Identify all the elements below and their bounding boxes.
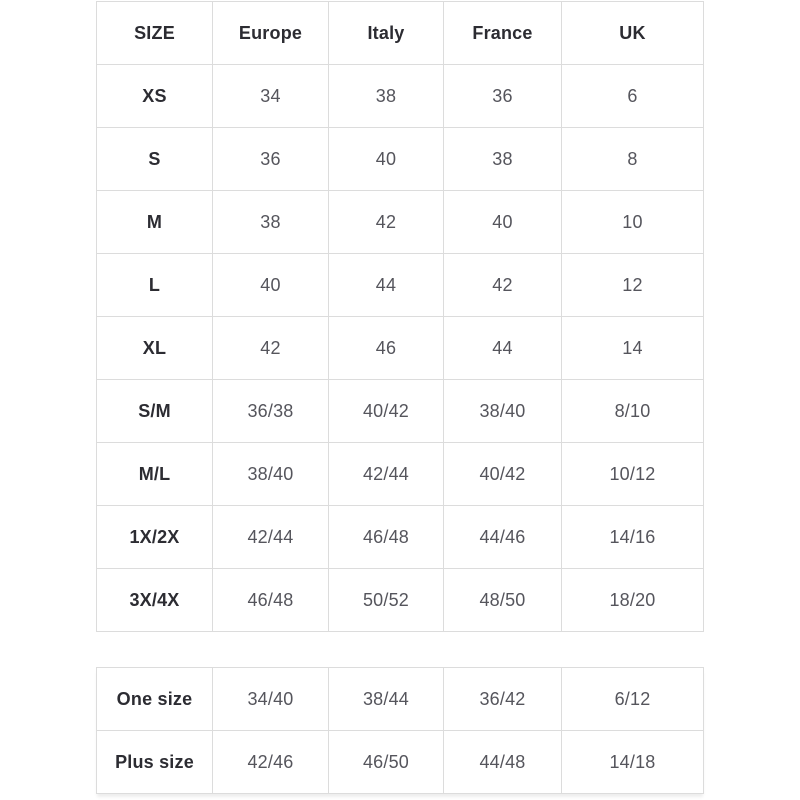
table-cell: 14 [561, 316, 704, 380]
table-cell: 18/20 [561, 568, 704, 632]
table-cell: 38 [328, 64, 444, 128]
table-cell: 8 [561, 127, 704, 191]
table-cell: 42 [212, 316, 329, 380]
table-cell: 38/40 [212, 442, 329, 506]
size-label-cell: L [96, 253, 213, 317]
table-cell: 36/38 [212, 379, 329, 443]
table-cell: 44/46 [443, 505, 562, 569]
table-cell: 38 [443, 127, 562, 191]
size-label-cell: 3X/4X [96, 568, 213, 632]
table-cell: 38/40 [443, 379, 562, 443]
table-cell: 40 [328, 127, 444, 191]
table-cell: 40 [443, 190, 562, 254]
column-header-italy: Italy [328, 1, 444, 65]
size-label-cell: M/L [96, 442, 213, 506]
table-row: S 36 40 38 8 [96, 127, 704, 191]
column-header-europe: Europe [212, 1, 329, 65]
table-cell: 42/44 [212, 505, 329, 569]
table-row: 1X/2X 42/44 46/48 44/46 14/16 [96, 505, 704, 569]
header-row: SIZE Europe Italy France UK [96, 1, 704, 65]
table-cell: 10/12 [561, 442, 704, 506]
table-row: L 40 44 42 12 [96, 253, 704, 317]
table-cell: 40 [212, 253, 329, 317]
table-cell: 42 [328, 190, 444, 254]
table-cell: 14/18 [561, 730, 704, 794]
table-cell: 34/40 [212, 667, 329, 731]
table-cell: 8/10 [561, 379, 704, 443]
table-cell: 34 [212, 64, 329, 128]
table-cell: 40/42 [328, 379, 444, 443]
table-row: Plus size 42/46 46/50 44/48 14/18 [96, 730, 704, 794]
size-label-cell: XS [96, 64, 213, 128]
table-cell: 42/44 [328, 442, 444, 506]
size-label-cell: Plus size [96, 730, 213, 794]
column-header-france: France [443, 1, 562, 65]
size-label-cell: One size [96, 667, 213, 731]
table-cell: 12 [561, 253, 704, 317]
table-cell: 40/42 [443, 442, 562, 506]
size-label-cell: XL [96, 316, 213, 380]
table-cell: 46/48 [328, 505, 444, 569]
table-row: M 38 42 40 10 [96, 190, 704, 254]
table-cell: 36 [443, 64, 562, 128]
size-label-cell: 1X/2X [96, 505, 213, 569]
table-cell: 44 [443, 316, 562, 380]
table-cell: 38/44 [328, 667, 444, 731]
table-cell: 10 [561, 190, 704, 254]
table-cell: 46 [328, 316, 444, 380]
table-row: XL 42 46 44 14 [96, 316, 704, 380]
table-row: 3X/4X 46/48 50/52 48/50 18/20 [96, 568, 704, 632]
size-conversion-table: SIZE Europe Italy France UK XS 34 38 36 … [96, 1, 704, 632]
size-label-cell: S [96, 127, 213, 191]
table-row: One size 34/40 38/44 36/42 6/12 [96, 667, 704, 731]
column-header-size: SIZE [96, 1, 213, 65]
table-cell: 14/16 [561, 505, 704, 569]
table-cell: 6 [561, 64, 704, 128]
table-cell: 42/46 [212, 730, 329, 794]
table-cell: 44 [328, 253, 444, 317]
table-cell: 50/52 [328, 568, 444, 632]
table-cell: 46/48 [212, 568, 329, 632]
special-sizes-table: One size 34/40 38/44 36/42 6/12 Plus siz… [96, 667, 704, 794]
table-cell: 48/50 [443, 568, 562, 632]
table-row: S/M 36/38 40/42 38/40 8/10 [96, 379, 704, 443]
size-label-cell: M [96, 190, 213, 254]
column-header-uk: UK [561, 1, 704, 65]
size-label-cell: S/M [96, 379, 213, 443]
table-cell: 36/42 [443, 667, 562, 731]
table-cell: 44/48 [443, 730, 562, 794]
table-row: M/L 38/40 42/44 40/42 10/12 [96, 442, 704, 506]
table-cell: 42 [443, 253, 562, 317]
table-cell: 36 [212, 127, 329, 191]
table-cell: 6/12 [561, 667, 704, 731]
table-cell: 46/50 [328, 730, 444, 794]
table-row: XS 34 38 36 6 [96, 64, 704, 128]
table-cell: 38 [212, 190, 329, 254]
